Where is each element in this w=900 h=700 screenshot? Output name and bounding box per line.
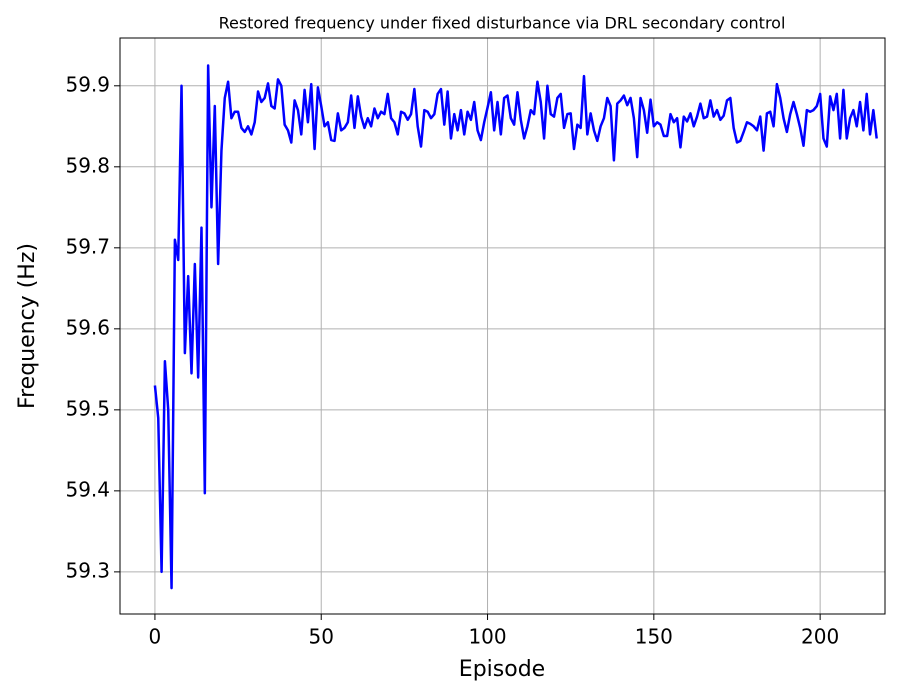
x-tick-label: 0 [149,625,162,649]
y-tick-label: 59.6 [65,315,110,339]
y-tick-label: 59.4 [65,477,110,501]
y-tick-label: 59.7 [65,234,110,258]
plot-frame [119,37,886,615]
y-tick-label: 59.3 [65,558,110,582]
y-tick-label: 59.9 [65,72,110,96]
data-line [153,64,878,590]
chart-title: Restored frequency under fixed disturban… [219,14,786,33]
x-tick-label: 150 [635,625,673,649]
x-axis-label: Episode [459,657,545,682]
y-tick-label: 59.5 [65,396,110,420]
y-axis-label: Frequency (Hz) [15,243,40,409]
y-tick-label: 59.8 [65,153,110,177]
x-tick-label: 200 [801,625,839,649]
x-tick-label: 50 [309,625,334,649]
x-tick-label: 100 [468,625,506,649]
